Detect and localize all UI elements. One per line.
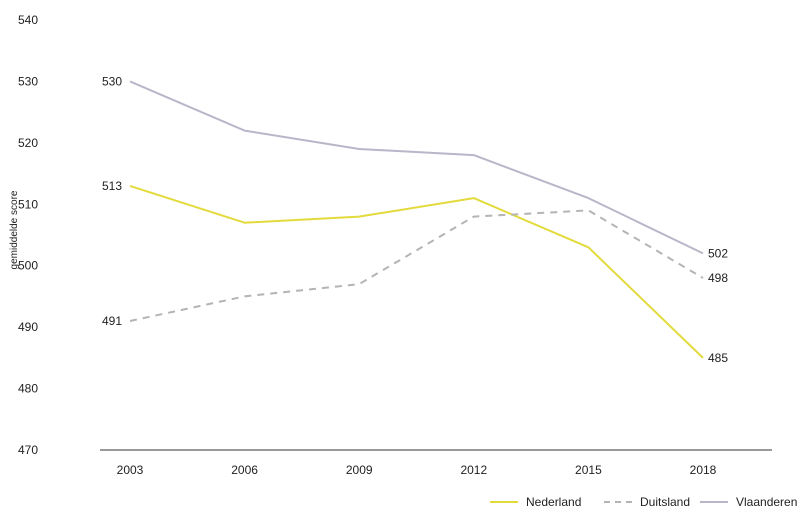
y-tick-label: 530 bbox=[18, 74, 38, 88]
y-axis-title: gemiddelde score bbox=[9, 190, 20, 269]
legend: Nederland Duitsland Vlaanderen bbox=[490, 495, 797, 509]
y-tick-label: 490 bbox=[18, 320, 38, 334]
y-tick-label: 510 bbox=[18, 197, 38, 211]
legend-label-duitsland: Duitsland bbox=[640, 495, 690, 509]
y-tick-label: 500 bbox=[18, 259, 38, 273]
x-tick-label: 2003 bbox=[117, 463, 144, 477]
series-line-vlaanderen bbox=[129, 80, 704, 255]
x-tick-label: 2015 bbox=[575, 463, 602, 477]
legend-label-nederland: Nederland bbox=[526, 495, 581, 509]
data-label: 530 bbox=[102, 74, 122, 88]
series-line-nederland bbox=[129, 184, 704, 359]
data-label: 491 bbox=[102, 314, 122, 328]
data-label: 513 bbox=[102, 179, 122, 193]
x-tick-label: 2012 bbox=[460, 463, 487, 477]
data-label: 502 bbox=[708, 246, 728, 260]
x-tick-label: 2009 bbox=[346, 463, 373, 477]
x-tick-label: 2006 bbox=[231, 463, 258, 477]
y-tick-label: 470 bbox=[18, 443, 38, 457]
data-labels: 530 513 491 502 498 485 bbox=[102, 74, 728, 364]
y-tick-label: 480 bbox=[18, 382, 38, 396]
x-tick-label: 2018 bbox=[690, 463, 717, 477]
y-tick-label: 520 bbox=[18, 136, 38, 150]
data-label: 485 bbox=[708, 351, 728, 365]
data-label: 498 bbox=[708, 271, 728, 285]
series-lines bbox=[129, 80, 704, 359]
axes: 470 480 490 500 510 520 530 540 gemiddelde score… bbox=[9, 13, 772, 477]
y-tick-label: 540 bbox=[18, 13, 38, 27]
legend-label-vlaanderen: Vlaanderen bbox=[736, 495, 797, 509]
series-line-duitsland bbox=[129, 209, 704, 322]
